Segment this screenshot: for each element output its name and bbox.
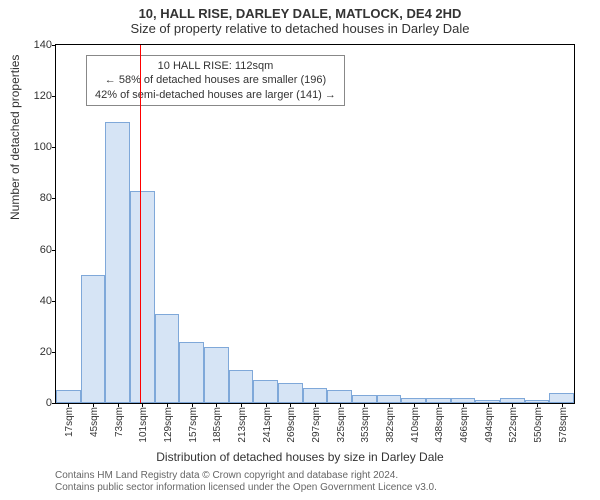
x-tick-label: 157sqm	[188, 403, 199, 443]
histogram-bar	[229, 370, 254, 403]
histogram-bar	[204, 347, 229, 403]
x-tick-mark	[192, 403, 193, 407]
x-tick-mark	[93, 403, 94, 407]
histogram-bar	[352, 395, 377, 403]
x-tick-label: 185sqm	[212, 403, 223, 443]
histogram-bar	[377, 395, 402, 403]
annotation-box: 10 HALL RISE: 112sqm ← 58% of detached h…	[86, 55, 345, 106]
histogram-bar	[105, 122, 130, 403]
x-tick-mark	[315, 403, 316, 407]
x-tick-mark	[438, 403, 439, 407]
x-tick-label: 101sqm	[138, 403, 149, 443]
x-tick-label: 45sqm	[89, 403, 100, 437]
x-tick-label: 382sqm	[385, 403, 396, 443]
x-tick-label: 494sqm	[484, 403, 495, 443]
x-tick-label: 522sqm	[508, 403, 519, 443]
histogram-bar	[81, 275, 106, 403]
y-tick-mark	[52, 147, 56, 148]
x-tick-mark	[389, 403, 390, 407]
chart-container: 10, HALL RISE, DARLEY DALE, MATLOCK, DE4…	[0, 0, 600, 500]
x-tick-mark	[266, 403, 267, 407]
histogram-bar	[253, 380, 278, 403]
y-tick-label: 60	[22, 244, 56, 256]
x-tick-mark	[537, 403, 538, 407]
x-tick-mark	[142, 403, 143, 407]
y-tick-label: 40	[22, 295, 56, 307]
footer-text: Contains HM Land Registry data © Crown c…	[55, 470, 437, 494]
title-sub: Size of property relative to detached ho…	[0, 21, 600, 38]
y-tick-label: 140	[22, 39, 56, 51]
y-tick-mark	[52, 301, 56, 302]
annotation-line: 10 HALL RISE: 112sqm	[95, 59, 336, 73]
histogram-bar	[130, 191, 155, 403]
footer-line: Contains public sector information licen…	[55, 482, 437, 494]
plot-area: 10 HALL RISE: 112sqm ← 58% of detached h…	[55, 44, 575, 404]
x-tick-mark	[512, 403, 513, 407]
y-tick-mark	[52, 250, 56, 251]
x-tick-label: 241sqm	[262, 403, 273, 443]
x-tick-label: 466sqm	[459, 403, 470, 443]
reference-line	[140, 45, 141, 403]
histogram-bar	[327, 390, 352, 403]
x-tick-mark	[463, 403, 464, 407]
x-tick-mark	[216, 403, 217, 407]
x-tick-label: 297sqm	[311, 403, 322, 443]
x-tick-mark	[290, 403, 291, 407]
x-tick-label: 269sqm	[286, 403, 297, 443]
x-tick-mark	[414, 403, 415, 407]
x-tick-label: 17sqm	[64, 403, 75, 437]
x-tick-mark	[340, 403, 341, 407]
title-main: 10, HALL RISE, DARLEY DALE, MATLOCK, DE4…	[0, 0, 600, 21]
histogram-bar	[155, 314, 180, 404]
y-tick-label: 80	[22, 192, 56, 204]
x-tick-mark	[562, 403, 563, 407]
x-tick-label: 129sqm	[163, 403, 174, 443]
x-tick-mark	[488, 403, 489, 407]
x-tick-label: 410sqm	[410, 403, 421, 443]
histogram-bar	[303, 388, 328, 403]
y-tick-label: 20	[22, 346, 56, 358]
x-tick-label: 213sqm	[237, 403, 248, 443]
annotation-line: ← 58% of detached houses are smaller (19…	[95, 73, 336, 87]
x-tick-mark	[167, 403, 168, 407]
annotation-line: 42% of semi-detached houses are larger (…	[95, 88, 336, 102]
y-axis-label: Number of detached properties	[8, 55, 22, 220]
x-axis-label: Distribution of detached houses by size …	[0, 450, 600, 464]
y-tick-mark	[52, 96, 56, 97]
x-tick-label: 353sqm	[360, 403, 371, 443]
x-tick-mark	[364, 403, 365, 407]
footer-line: Contains HM Land Registry data © Crown c…	[55, 470, 437, 482]
histogram-bar	[56, 390, 81, 403]
y-tick-label: 0	[22, 397, 56, 409]
y-tick-label: 100	[22, 141, 56, 153]
x-tick-label: 73sqm	[114, 403, 125, 437]
x-tick-mark	[68, 403, 69, 407]
y-tick-mark	[52, 45, 56, 46]
y-tick-mark	[52, 352, 56, 353]
y-tick-mark	[52, 403, 56, 404]
histogram-bar	[278, 383, 303, 403]
y-tick-mark	[52, 198, 56, 199]
x-tick-label: 550sqm	[533, 403, 544, 443]
histogram-bar	[179, 342, 204, 403]
histogram-bar	[549, 393, 574, 403]
x-tick-mark	[118, 403, 119, 407]
x-tick-label: 325sqm	[336, 403, 347, 443]
x-tick-mark	[241, 403, 242, 407]
x-tick-label: 578sqm	[558, 403, 569, 443]
y-tick-label: 120	[22, 90, 56, 102]
x-tick-label: 438sqm	[434, 403, 445, 443]
